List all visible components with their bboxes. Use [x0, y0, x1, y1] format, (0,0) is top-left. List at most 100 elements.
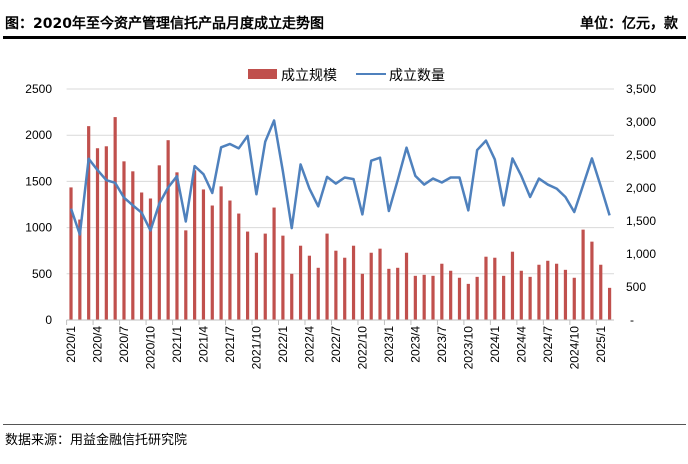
x-axis-tick-label: 2022/10 [355, 326, 369, 370]
x-axis-tick-label: 2022/4 [302, 326, 316, 363]
bar [157, 165, 161, 320]
unit-label: 单位：亿元，款 [580, 16, 678, 32]
bar [298, 245, 303, 320]
bar [113, 117, 117, 320]
bar [281, 235, 285, 320]
source-note: 数据来源：用益金融信托研究院 [5, 433, 188, 448]
legend: 成立规模 成立数量 [248, 67, 445, 83]
bar [78, 219, 82, 320]
bar [175, 172, 179, 320]
bar [307, 255, 311, 320]
x-axis-tick-label: 2025/1 [594, 326, 608, 363]
bar [228, 200, 232, 320]
bar [87, 126, 91, 320]
bar [581, 229, 585, 320]
left-axis-tick-label: 2000 [25, 128, 52, 142]
bar [396, 267, 400, 320]
bar [528, 276, 532, 320]
bar [599, 264, 603, 320]
bar [201, 189, 206, 320]
bar [343, 257, 347, 320]
left-axis-tick-label: 1000 [25, 221, 52, 235]
bar [466, 283, 470, 320]
right-axis-tick-label: 3,000 [626, 115, 656, 129]
bar [263, 233, 267, 320]
bar [290, 273, 294, 320]
bar [546, 260, 550, 320]
x-axis-tick-label: 2021/10 [249, 326, 263, 370]
x-axis-tick-label: 2021/4 [196, 326, 210, 363]
bar [351, 245, 356, 320]
bar [555, 263, 559, 320]
left-axis-tick-label: 0 [45, 313, 52, 327]
right-axis-tick-label: 2,000 [626, 181, 656, 195]
bar [537, 264, 541, 320]
bar [95, 148, 100, 320]
x-axis-tick-label: 2021/1 [170, 326, 184, 363]
bar [387, 268, 391, 320]
x-axis-tick-label: 2020/7 [117, 326, 131, 363]
x-axis-tick-label: 2024/10 [567, 326, 581, 370]
bar [334, 250, 338, 320]
bar [502, 275, 506, 320]
right-axis-tick-label: - [630, 313, 634, 327]
bar [166, 140, 170, 320]
legend-swatch-bar [248, 69, 277, 79]
right-axis-tick-label: 3,500 [626, 82, 656, 96]
x-axis-tick-label: 2024/1 [488, 326, 502, 363]
legend-label-line: 成立数量 [389, 67, 445, 83]
x-axis-tick-label: 2022/7 [329, 326, 343, 363]
legend-label-bar: 成立规模 [281, 67, 337, 83]
bar [193, 170, 197, 320]
bar [484, 256, 488, 320]
left-axis-tick-label: 1500 [25, 174, 52, 188]
bar [449, 270, 453, 320]
title-divider [3, 36, 686, 39]
x-axis-tick-label: 2023/7 [435, 326, 449, 363]
bar [563, 269, 568, 320]
left-axis-tick-label: 2500 [25, 82, 52, 96]
bar [272, 207, 276, 320]
bar [475, 276, 479, 320]
bar [316, 267, 320, 320]
footer-divider [3, 424, 686, 425]
bar [184, 230, 188, 320]
bar [519, 270, 523, 320]
bar [457, 277, 462, 320]
bar [148, 198, 153, 320]
x-axis-tick-label: 2023/10 [461, 326, 475, 370]
chart-title: 图：2020年至今资产管理信托产品月度成立走势图 [5, 16, 324, 32]
bar [131, 171, 135, 320]
right-axis-tick-label: 2,500 [626, 148, 656, 162]
bar [431, 275, 435, 320]
x-axis-tick-label: 2024/7 [541, 326, 555, 363]
bar [245, 231, 250, 320]
bar [510, 251, 515, 320]
bar [422, 274, 426, 320]
bar [69, 187, 73, 320]
x-axis-tick-label: 2023/4 [408, 326, 422, 363]
bar [378, 248, 382, 320]
bar [572, 277, 576, 320]
x-axis-tick-label: 2022/1 [276, 326, 290, 363]
bar [254, 252, 259, 320]
right-axis-tick-label: 500 [626, 280, 646, 294]
bar [325, 233, 329, 320]
x-axis-tick-label: 2024/4 [514, 326, 528, 363]
bar [369, 252, 373, 320]
bar [413, 275, 417, 320]
right-axis-tick-label: 1,500 [626, 214, 656, 228]
bar [140, 192, 144, 320]
bar [404, 252, 409, 320]
bar [360, 273, 364, 320]
right-axis-tick-label: 1,000 [626, 247, 656, 261]
x-axis-tick-label: 2020/10 [143, 326, 157, 370]
bar [590, 241, 594, 320]
x-axis-tick-label: 2023/1 [382, 326, 396, 363]
bar [440, 263, 444, 320]
bar [122, 161, 126, 320]
x-axis-tick-label: 2020/1 [64, 326, 78, 363]
x-axis-tick-label: 2021/7 [223, 326, 237, 363]
bar [607, 287, 612, 320]
